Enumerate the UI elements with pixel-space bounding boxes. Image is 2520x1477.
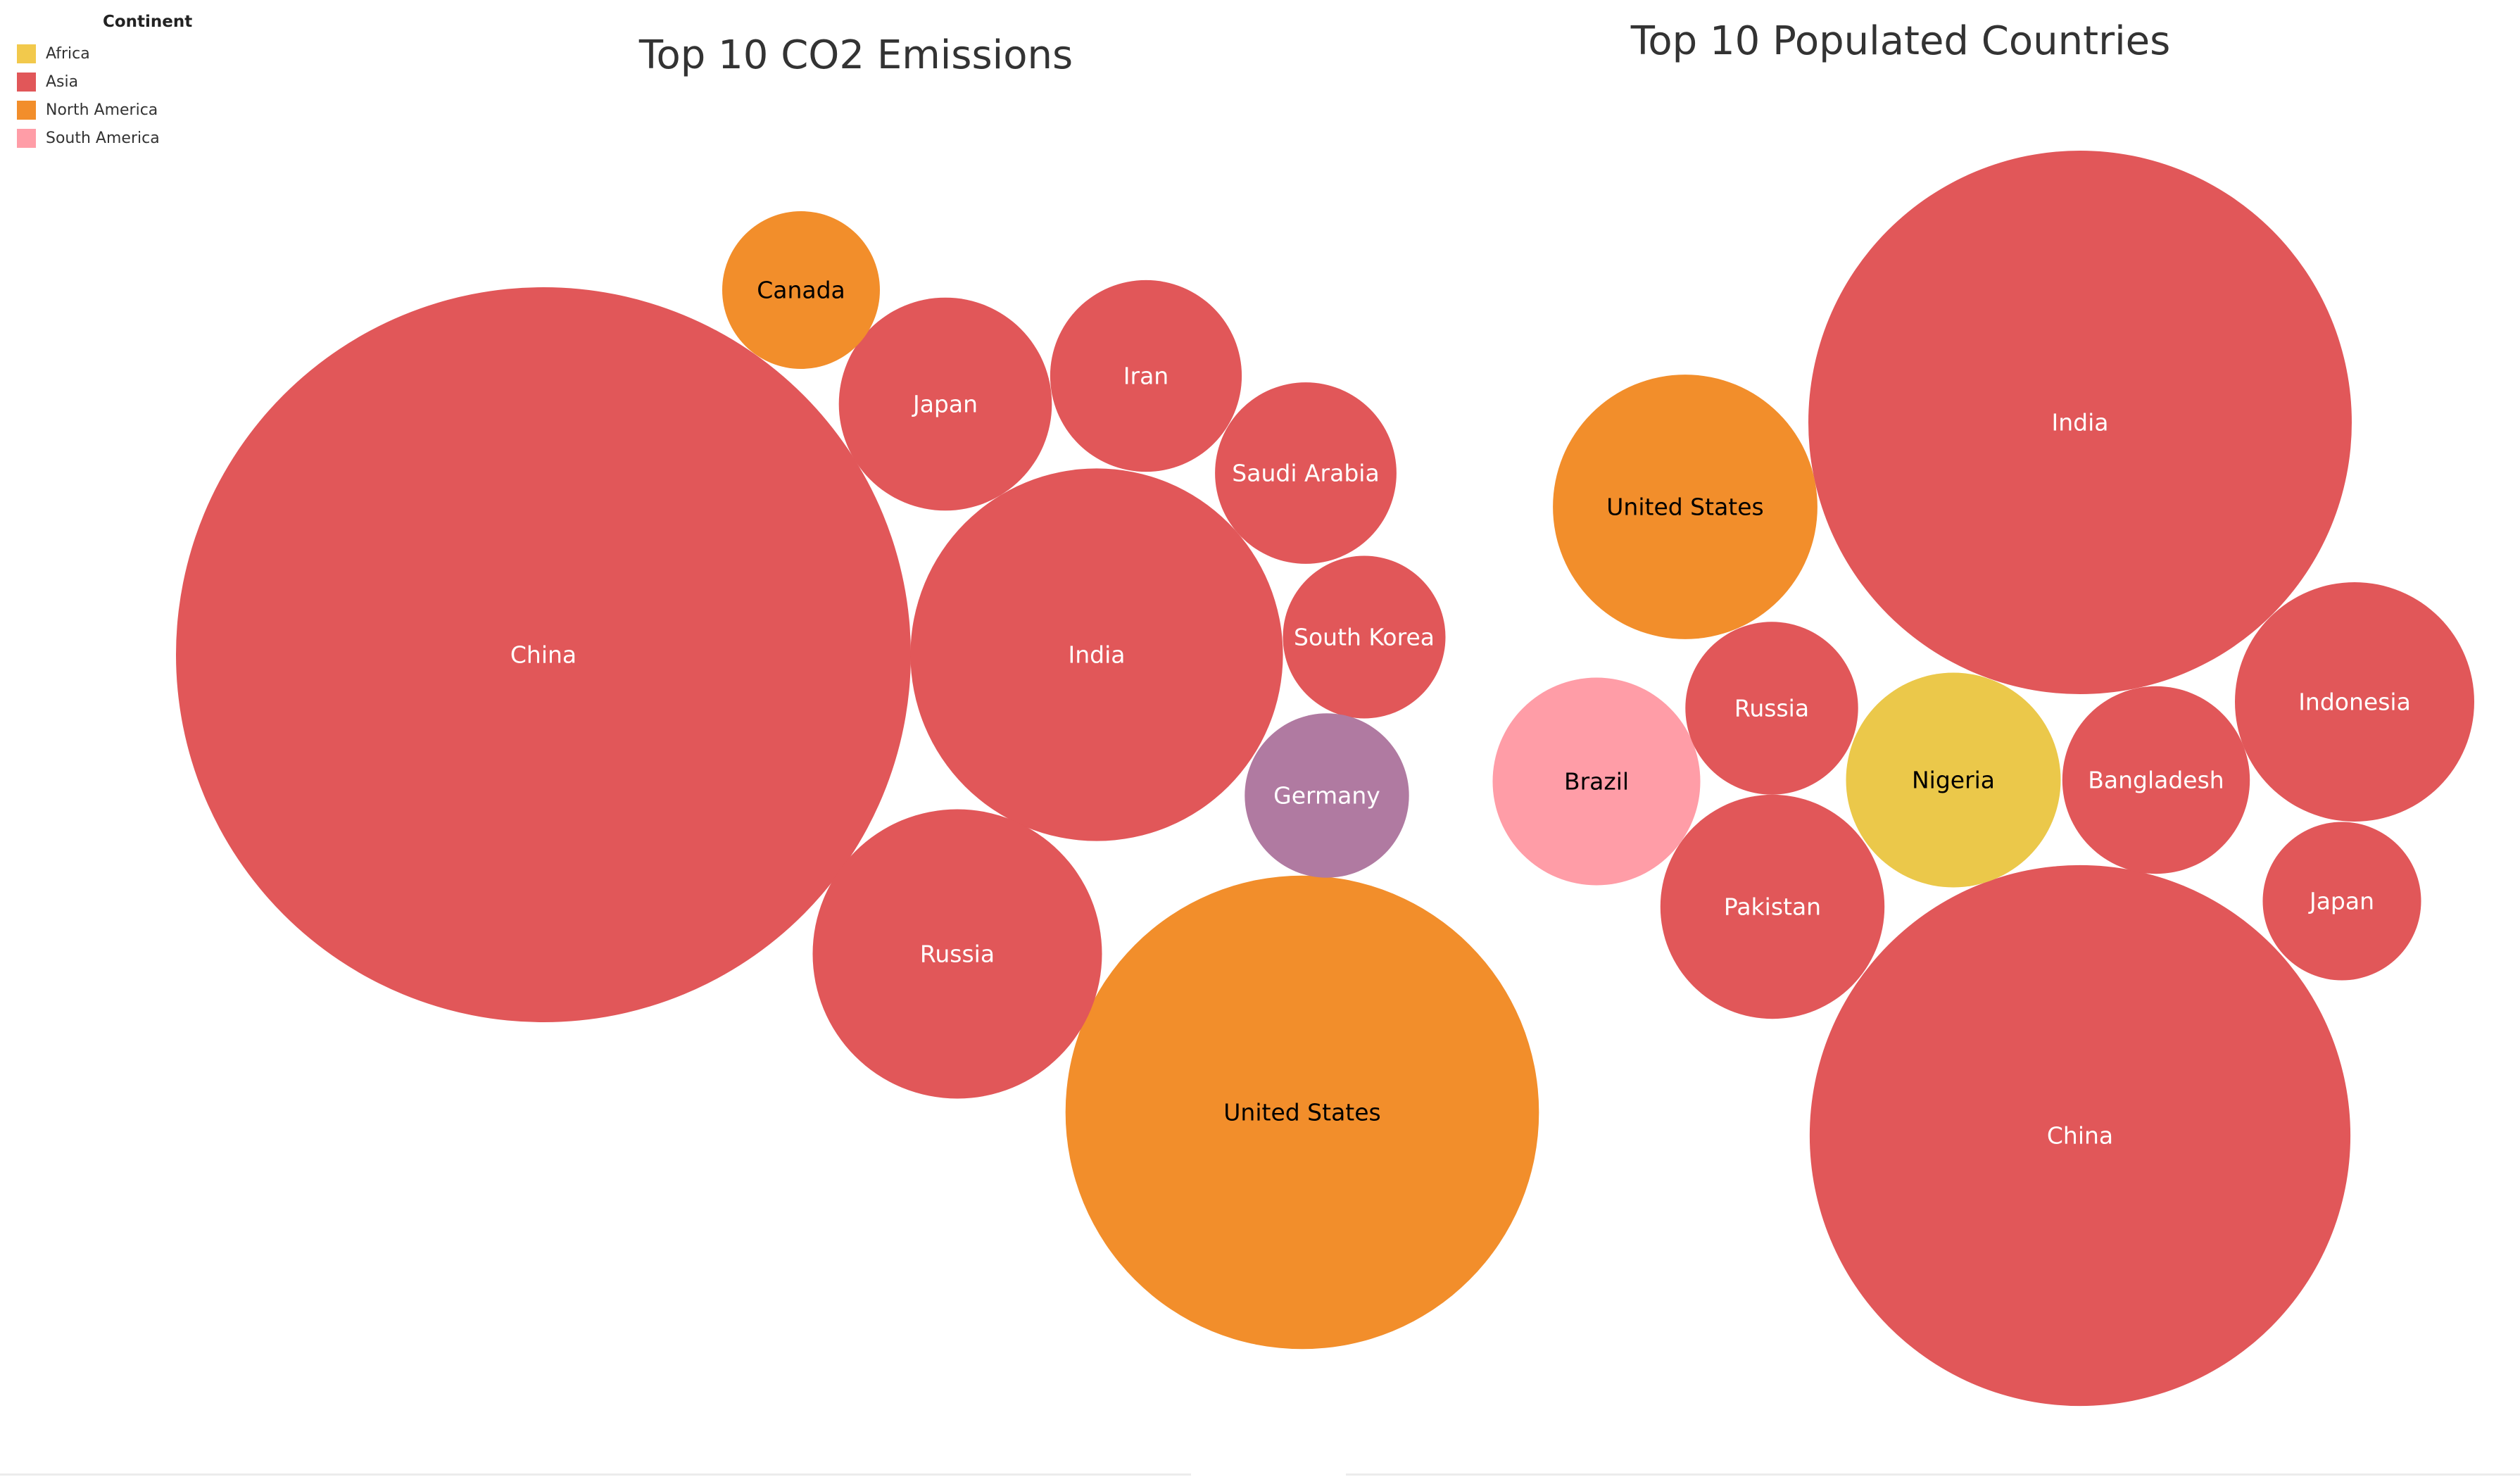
bubble-label-japan: Japan	[912, 391, 978, 418]
bubble-japan[interactable]	[838, 297, 1052, 511]
bubble-saudi-arabia[interactable]	[1215, 382, 1397, 564]
bubble-label-south-korea: South Korea	[1294, 624, 1435, 651]
bubble-label-india: India	[2052, 409, 2109, 436]
bubble-label-japan: Japan	[2308, 888, 2374, 915]
bubble-label-canada: Canada	[757, 277, 845, 304]
co2-baseline	[0, 1473, 1191, 1476]
legend-swatch-asia	[17, 72, 36, 92]
co2-bubble-chart: China United States India Russia Japan Iran Sa…	[176, 211, 1539, 1350]
bubble-label-pakistan: Pakistan	[1724, 893, 1821, 921]
bubble-bangladesh[interactable]	[2062, 686, 2250, 874]
bubble-united-states[interactable]	[1553, 375, 1817, 639]
bubble-label-nigeria: Nigeria	[1912, 767, 1995, 794]
bubble-pakistan[interactable]	[1660, 794, 1885, 1019]
bubble-label-iran: Iran	[1123, 363, 1168, 390]
population-bubble-chart: India China United States Indonesia Pakistan…	[1492, 151, 2474, 1407]
bubble-label-brazil: Brazil	[1564, 768, 1629, 796]
bubble-russia[interactable]	[812, 809, 1102, 1099]
bubble-label-russia: Russia	[1734, 695, 1809, 722]
population-chart-title: Top 10 Populated Countries	[1630, 18, 2171, 64]
legend-swatch-africa	[17, 44, 36, 63]
bubble-label-united-states: United States	[1223, 1099, 1380, 1126]
legend-label: Africa	[46, 44, 90, 63]
legend-item-asia[interactable]: Asia	[17, 68, 200, 96]
legend-swatch-north-america	[17, 100, 36, 120]
bubble-iran[interactable]	[1050, 279, 1242, 472]
legend-item-north-america[interactable]: North America	[17, 96, 200, 124]
bubble-indonesia[interactable]	[2235, 582, 2474, 822]
bubble-label-bangladesh: Bangladesh	[2088, 767, 2224, 794]
bubble-india[interactable]	[910, 468, 1283, 841]
bubble-label-united-states: United States	[1606, 494, 1763, 521]
bubble-canada[interactable]	[722, 211, 880, 369]
bubble-china[interactable]	[176, 287, 911, 1022]
bubble-label-indonesia: Indonesia	[2298, 689, 2411, 716]
legend-label: North America	[46, 101, 158, 119]
legend-item-south-america[interactable]: South America	[17, 124, 200, 152]
legend-swatch-south-america	[17, 128, 36, 148]
bubble-nigeria[interactable]	[1846, 672, 2061, 888]
legend-label: South America	[46, 129, 160, 147]
bubble-brazil[interactable]	[1492, 677, 1701, 886]
continent-legend: Continent Africa Asia North America Sout…	[17, 13, 200, 152]
bubble-label-china: China	[2047, 1122, 2113, 1150]
legend-label: Asia	[46, 73, 79, 91]
population-baseline	[1346, 1473, 2520, 1476]
bubble-germany[interactable]	[1245, 713, 1409, 878]
co2-chart-title: Top 10 CO2 Emissions	[638, 32, 1073, 78]
bubble-russia[interactable]	[1685, 622, 1858, 795]
bubble-label-germany: Germany	[1273, 782, 1380, 810]
bubble-label-india: India	[1069, 641, 1126, 669]
bubble-india[interactable]	[1808, 151, 2352, 694]
bubble-label-russia: Russia	[920, 941, 995, 968]
bubble-south-korea[interactable]	[1283, 555, 1446, 719]
bubble-label-saudi-arabia: Saudi Arabia	[1232, 460, 1379, 487]
legend-item-africa[interactable]: Africa	[17, 39, 200, 68]
bubble-united-states[interactable]	[1065, 875, 1539, 1350]
legend-title: Continent	[103, 13, 193, 31]
bubble-japan[interactable]	[2262, 822, 2421, 981]
bubble-china[interactable]	[1809, 865, 2351, 1407]
bubble-label-china: China	[510, 641, 577, 669]
